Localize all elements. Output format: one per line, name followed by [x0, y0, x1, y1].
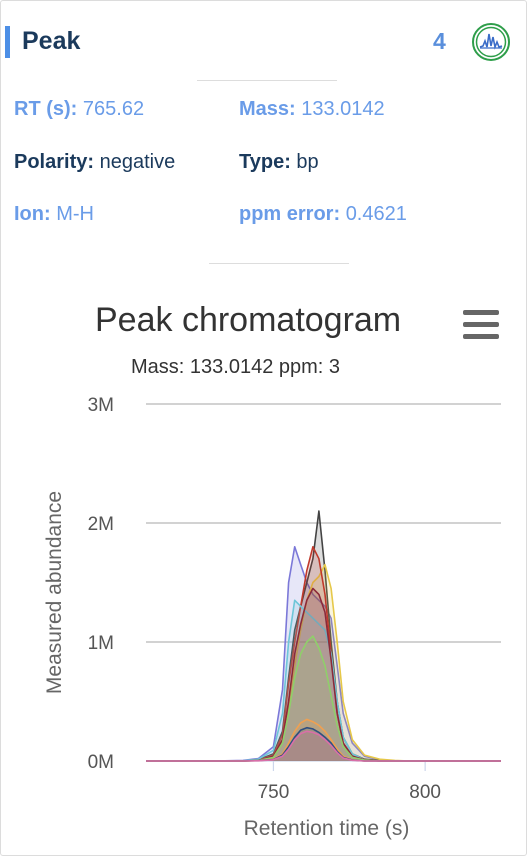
y-tick-label: 1M: [88, 633, 114, 654]
ion-colon: :: [44, 203, 57, 225]
chromatogram-badge-icon[interactable]: [471, 22, 511, 62]
series-area-6: [146, 588, 501, 761]
mass-label: Mass: [239, 98, 290, 120]
hamburger-line-3: [463, 334, 499, 339]
mass-field[interactable]: Mass: 133.0142: [239, 98, 385, 121]
rt-value: 765.62: [82, 98, 145, 120]
header-divider: [197, 80, 337, 81]
series-area-10: [146, 731, 501, 761]
rt-field[interactable]: RT (s): 765.62: [14, 98, 144, 121]
chart-subtitle: Mass: 133.0142 ppm: 3: [131, 356, 341, 378]
y-tick-label: 2M: [88, 514, 114, 535]
hamburger-menu-icon: [463, 310, 499, 315]
type-label: Type: [239, 151, 285, 173]
series-area-9: [146, 727, 501, 761]
details-divider: [209, 263, 349, 264]
series-area-7: [146, 636, 501, 761]
mass-value: 133.0142: [301, 98, 385, 120]
mass-colon: :: [289, 98, 302, 120]
header-accent-bar: [5, 26, 10, 58]
peak-count[interactable]: 4: [433, 28, 446, 54]
panel-title: Peak: [22, 27, 81, 55]
x-tick-label: 800: [409, 782, 441, 803]
rt-colon: :: [70, 98, 83, 120]
series-area-1: [146, 546, 501, 761]
ion-value: M-H: [56, 203, 94, 225]
type-field: Type: bp: [239, 151, 319, 174]
series-line-10: [146, 730, 501, 762]
polarity-value: negative: [99, 151, 176, 173]
y-tick-label: 3M: [88, 395, 114, 416]
ppm-error-field[interactable]: ppm error: 0.4621: [239, 203, 407, 226]
ion-field[interactable]: Ion: M-H: [14, 203, 94, 226]
y-tick-label: 0M: [88, 752, 114, 773]
series-area-5: [146, 600, 501, 761]
rt-label: RT (s): [14, 98, 71, 120]
series-area-2: [146, 511, 501, 761]
chart-title: Peak chromatogram: [95, 301, 402, 339]
polarity-colon: :: [87, 151, 100, 173]
polarity-label: Polarity: [14, 151, 88, 173]
ppm-error-value: 0.4621: [345, 203, 407, 225]
series-area-4: [146, 546, 501, 761]
panel-header: Peak 4: [1, 23, 528, 61]
x-axis-title: Retention time (s): [244, 817, 410, 840]
y-axis-title: Measured abundance: [43, 491, 66, 694]
chart-menu-button[interactable]: [463, 310, 499, 342]
series-area-8: [146, 719, 501, 761]
ion-label: Ion: [14, 203, 44, 225]
type-colon: :: [284, 151, 297, 173]
ppm-error-colon: :: [333, 203, 346, 225]
x-tick-label: 750: [258, 782, 290, 803]
hamburger-line-2: [463, 322, 499, 327]
ppm-error-label: ppm error: [239, 203, 334, 225]
type-value: bp: [296, 151, 319, 173]
chromatogram-chart[interactable]: 0M 1M 2M 3M 750 800 Retention time (s) Measured…: [1, 386, 528, 846]
polarity-field: Polarity: negative: [14, 151, 175, 174]
